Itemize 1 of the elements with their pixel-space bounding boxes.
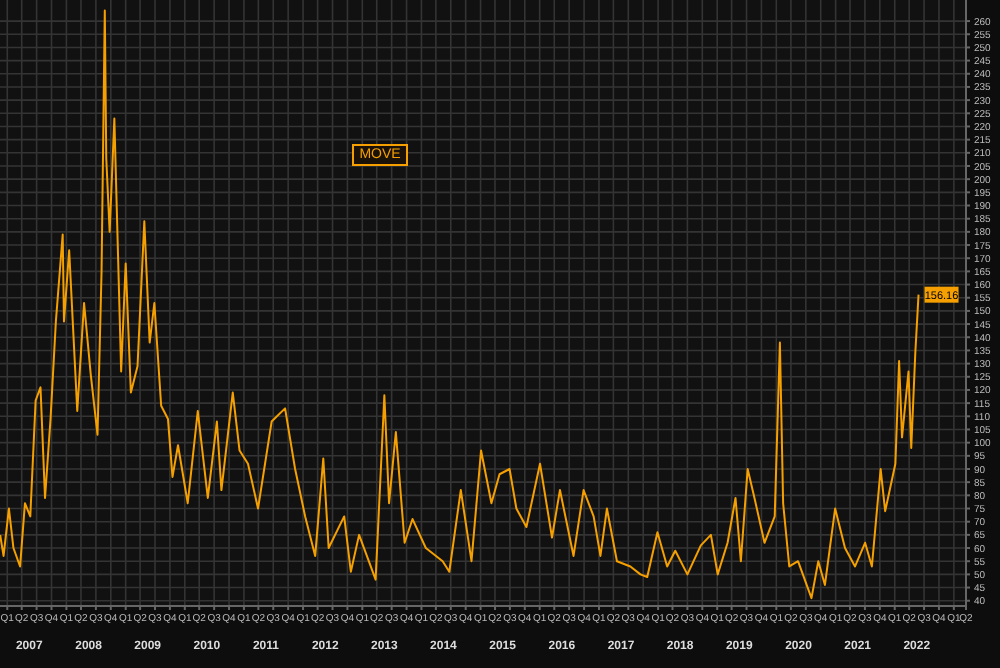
line-series <box>0 9 920 600</box>
